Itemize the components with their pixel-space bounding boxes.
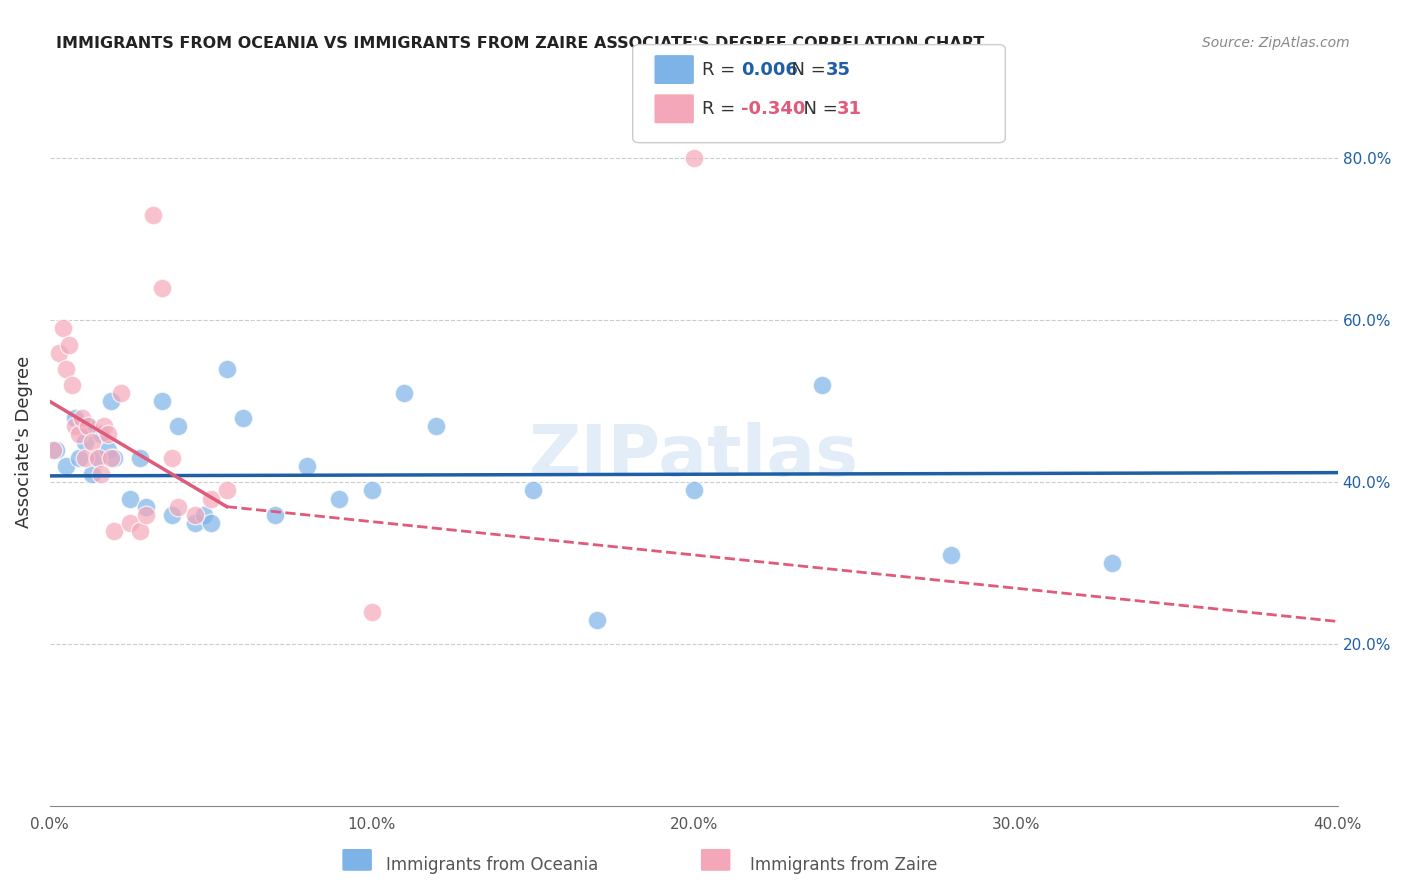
Point bbox=[167, 500, 190, 514]
Text: N =: N = bbox=[792, 100, 844, 118]
Point bbox=[120, 516, 142, 530]
Point bbox=[65, 410, 87, 425]
Text: R =: R = bbox=[702, 100, 741, 118]
Point bbox=[215, 483, 238, 498]
Point bbox=[215, 362, 238, 376]
Point bbox=[45, 442, 67, 457]
Point bbox=[200, 491, 222, 506]
Text: Immigrants from Zaire: Immigrants from Zaire bbox=[749, 856, 938, 874]
Point bbox=[193, 508, 215, 522]
Point bbox=[150, 281, 173, 295]
Point bbox=[120, 491, 142, 506]
Point bbox=[77, 418, 100, 433]
Point bbox=[48, 345, 70, 359]
Point bbox=[58, 337, 80, 351]
Point bbox=[93, 418, 115, 433]
Text: ZIPatlas: ZIPatlas bbox=[529, 422, 859, 491]
Text: -0.340: -0.340 bbox=[741, 100, 806, 118]
Text: Source: ZipAtlas.com: Source: ZipAtlas.com bbox=[1202, 36, 1350, 50]
Point bbox=[522, 483, 544, 498]
Point bbox=[135, 500, 157, 514]
Point bbox=[77, 418, 100, 433]
Point bbox=[360, 483, 382, 498]
Point bbox=[328, 491, 350, 506]
Point bbox=[167, 418, 190, 433]
Point bbox=[67, 426, 90, 441]
Point bbox=[103, 524, 125, 538]
Point bbox=[87, 451, 110, 466]
Point bbox=[264, 508, 287, 522]
Point bbox=[90, 426, 112, 441]
Point bbox=[392, 386, 415, 401]
Point bbox=[160, 451, 183, 466]
Point bbox=[811, 378, 834, 392]
Point bbox=[42, 442, 65, 457]
Y-axis label: Associate's Degree: Associate's Degree bbox=[15, 356, 32, 528]
Point bbox=[183, 508, 205, 522]
Point bbox=[97, 426, 120, 441]
Point bbox=[1101, 557, 1123, 571]
Point bbox=[142, 208, 165, 222]
Point bbox=[67, 451, 90, 466]
Text: 31: 31 bbox=[837, 100, 862, 118]
Point bbox=[51, 321, 73, 335]
Point bbox=[110, 386, 132, 401]
Point bbox=[70, 410, 93, 425]
Point bbox=[90, 467, 112, 482]
Text: 0.006: 0.006 bbox=[741, 61, 797, 78]
Text: N =: N = bbox=[780, 61, 832, 78]
Point bbox=[682, 483, 704, 498]
Point bbox=[80, 467, 103, 482]
Point bbox=[55, 362, 77, 376]
Point bbox=[425, 418, 447, 433]
Point bbox=[65, 418, 87, 433]
Point bbox=[682, 152, 704, 166]
Point bbox=[100, 451, 122, 466]
Point bbox=[60, 378, 83, 392]
Point bbox=[97, 442, 120, 457]
Point bbox=[80, 434, 103, 449]
Point bbox=[200, 516, 222, 530]
Text: IMMIGRANTS FROM OCEANIA VS IMMIGRANTS FROM ZAIRE ASSOCIATE'S DEGREE CORRELATION : IMMIGRANTS FROM OCEANIA VS IMMIGRANTS FR… bbox=[56, 36, 984, 51]
Point bbox=[75, 434, 97, 449]
Point bbox=[100, 394, 122, 409]
Point bbox=[87, 451, 110, 466]
Point bbox=[128, 524, 150, 538]
Point bbox=[232, 410, 254, 425]
Point bbox=[103, 451, 125, 466]
Point bbox=[183, 516, 205, 530]
Point bbox=[55, 459, 77, 474]
Point bbox=[941, 548, 963, 562]
Point bbox=[150, 394, 173, 409]
Point bbox=[297, 459, 319, 474]
Text: 35: 35 bbox=[825, 61, 851, 78]
Point bbox=[586, 613, 609, 627]
Point bbox=[128, 451, 150, 466]
Text: Immigrants from Oceania: Immigrants from Oceania bbox=[387, 856, 598, 874]
Point bbox=[75, 451, 97, 466]
Point bbox=[360, 605, 382, 619]
Text: R =: R = bbox=[702, 61, 741, 78]
Point bbox=[135, 508, 157, 522]
Point bbox=[160, 508, 183, 522]
